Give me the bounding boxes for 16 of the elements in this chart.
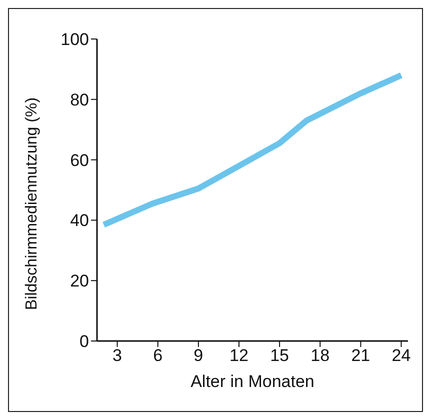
x-tick-label: 9	[194, 346, 204, 366]
x-tick-label: 18	[310, 346, 330, 366]
x-tick-label: 3	[112, 346, 122, 366]
x-tick-label: 24	[392, 346, 411, 366]
x-tick-label: 15	[270, 346, 290, 366]
x-tick-label: 6	[153, 346, 163, 366]
x-tick-label: 21	[351, 346, 370, 366]
x-axis-title: Alter in Monaten	[190, 372, 314, 391]
y-tick-label: 100	[60, 30, 89, 50]
y-axis-title: Bildschirmmediennutzung (%)	[24, 97, 41, 310]
y-tick-label: 0	[80, 332, 89, 352]
y-tick-label: 80	[70, 90, 89, 110]
y-tick-label: 60	[70, 150, 89, 170]
y-tick-label: 40	[70, 211, 89, 230]
x-tick-label: 12	[230, 346, 248, 366]
y-tick-label: 20	[70, 272, 89, 291]
